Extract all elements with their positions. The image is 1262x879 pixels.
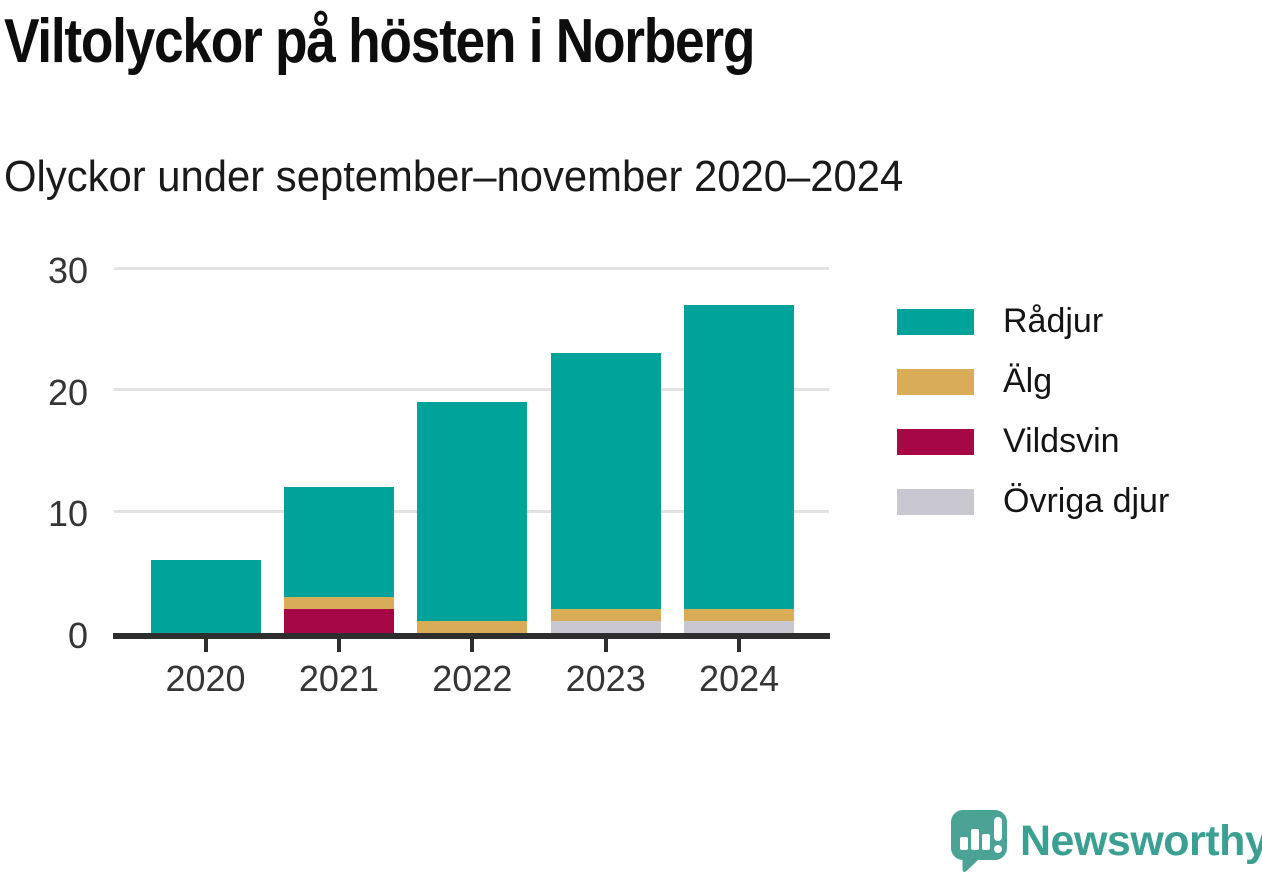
bar-segment-radjur-2024 — [684, 304, 795, 609]
x-tick-label-2022: 2022 — [432, 658, 513, 699]
legend-item-radjur: Rådjur — [897, 302, 1103, 341]
x-tick-2023 — [603, 639, 608, 652]
bar-segment-alg-2024 — [684, 608, 795, 621]
gridline-20 — [114, 388, 829, 392]
legend-item-vildsvin: Vildsvin — [897, 422, 1120, 461]
chart-title: Viltolyckor på hösten i Norberg — [4, 7, 755, 76]
bar-segment-radjur-2021 — [283, 487, 394, 597]
bar-segment-alg-2023 — [550, 608, 661, 621]
legend-label-vildsvin: Vildsvin — [1003, 422, 1120, 460]
x-tick-label-2021: 2021 — [298, 658, 379, 699]
legend-swatch-radjur — [897, 308, 974, 335]
bar-segment-vildsvin-2021 — [283, 608, 394, 633]
bar-segment-radjur-2020 — [150, 560, 261, 633]
newsworthy-logo-icon — [951, 810, 1007, 873]
legend-swatch-alg — [897, 368, 974, 395]
y-tick-label-10: 10 — [47, 493, 88, 535]
legend-item-alg: Älg — [897, 362, 1052, 401]
x-tick-label-2024: 2024 — [699, 658, 780, 699]
legend-swatch-ovriga-djur — [897, 488, 974, 515]
gridline-30 — [114, 266, 829, 270]
newsworthy-logo: Newsworthy — [947, 808, 1262, 874]
x-tick-2020 — [203, 639, 208, 652]
x-axis-line — [113, 633, 830, 639]
x-tick-2021 — [336, 639, 341, 652]
bar-segment-alg-2022 — [417, 620, 528, 633]
x-tick-label-2023: 2023 — [565, 658, 646, 699]
y-tick-label-30: 30 — [47, 250, 88, 291]
x-tick-2022 — [470, 639, 475, 652]
legend-swatch-vildsvin — [897, 428, 974, 455]
newsworthy-logo-text: Newsworthy — [1020, 816, 1262, 865]
bar-segment-radjur-2022 — [417, 401, 528, 621]
x-tick-2024 — [737, 639, 742, 652]
bar-segment-ovriga-djur-2024 — [684, 620, 795, 633]
legend-item-ovriga-djur: Övriga djur — [897, 482, 1169, 521]
bar-segment-radjur-2023 — [550, 353, 661, 609]
legend-label-alg: Älg — [1003, 362, 1053, 400]
legend-label-ovriga-djur: Övriga djur — [1003, 482, 1170, 520]
bar-segment-alg-2021 — [283, 596, 394, 609]
y-tick-label-0: 0 — [67, 615, 88, 656]
x-tick-label-2020: 2020 — [165, 658, 246, 699]
bar-segment-ovriga-djur-2023 — [550, 620, 661, 633]
legend-label-radjur: Rådjur — [1003, 302, 1104, 340]
chart-subtitle: Olyckor under september–november 2020–20… — [4, 152, 904, 201]
y-tick-label-20: 20 — [47, 371, 88, 413]
